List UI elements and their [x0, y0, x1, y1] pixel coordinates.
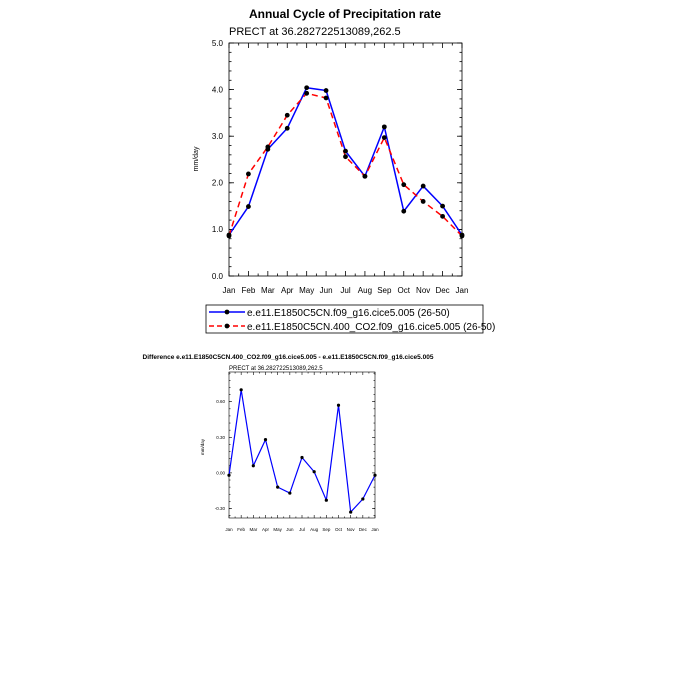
main-series-point-1 — [226, 233, 232, 239]
main-series-point-1 — [265, 144, 271, 150]
main-xtick-label: Sep — [377, 286, 392, 295]
main-xtick-label: Dec — [435, 286, 449, 295]
main-series-point-1 — [459, 233, 465, 239]
diff-series-line-0 — [228, 389, 376, 513]
diff-series-point-0 — [336, 403, 341, 407]
diff-series-point-0 — [361, 497, 365, 501]
diff-series-point-0 — [300, 455, 304, 460]
diff-ytick-label: 0.30 — [216, 435, 225, 440]
main-ytick-label: 0.0 — [212, 272, 224, 281]
main-series-line-0 — [228, 86, 463, 236]
diff-series-point-0 — [373, 473, 377, 477]
main-ytick-label: 3.0 — [212, 132, 224, 141]
main-series-line-1 — [228, 92, 463, 237]
diff-ytick-label: 0.00 — [216, 470, 225, 475]
diff-chart-subtitle: PRECT at 36.282722513089,262.5 — [229, 366, 323, 372]
legend-entry-red: e.e11.E1850C5CN.400_CO2.f09_g16.cice5.00… — [209, 322, 495, 333]
main-series-point-1 — [420, 199, 426, 204]
main-ytick-label: 5.0 — [212, 39, 224, 48]
main-ytick-label: 1.0 — [212, 225, 224, 234]
diff-chart-title: Difference e.e11.E1850C5CN.400_CO2.f09_g… — [143, 354, 434, 361]
diff-xtick-label: Feb — [237, 527, 245, 532]
legend-marker-red — [224, 323, 230, 329]
main-series-point-0 — [420, 183, 426, 189]
main-chart: Annual Cycle of Precipitation rate PRECT… — [193, 7, 495, 334]
diff-ytick-label: 0.60 — [216, 399, 225, 404]
main-xtick-label: Aug — [358, 286, 372, 295]
diff-xtick-label: Jan — [371, 527, 379, 532]
main-xtick-label: Jun — [320, 286, 333, 295]
main-xtick-label: Apr — [281, 286, 294, 295]
diff-chart-axes: Jan Feb Mar Apr May Jun Jul Aug Sep Oct Nov Dec Jan-… — [215, 371, 379, 532]
main-ytick-label: 4.0 — [212, 85, 224, 94]
diff-series-point-0 — [239, 388, 243, 392]
main-xtick-label: Feb — [242, 286, 256, 295]
main-series-point-1 — [343, 154, 348, 160]
main-series-point-1 — [362, 173, 368, 179]
diff-xtick-label: Nov — [347, 527, 356, 532]
diff-series-point-0 — [276, 485, 280, 489]
main-xtick-label: Oct — [398, 286, 411, 295]
diff-series-point-0 — [312, 470, 316, 474]
main-series-point-1 — [440, 213, 445, 219]
main-series-point-1 — [246, 171, 251, 177]
diff-series-point-0 — [227, 473, 231, 477]
diff-chart-series — [227, 388, 377, 514]
diff-xtick-label: Aug — [310, 527, 319, 532]
main-series-point-1 — [323, 95, 329, 101]
main-xtick-label: May — [299, 286, 314, 295]
main-xtick-label: Mar — [261, 286, 275, 295]
main-series-point-0 — [246, 204, 251, 209]
main-series-point-1 — [284, 112, 290, 118]
diff-series-point-0 — [288, 491, 292, 495]
legend-label-red: e.e11.E1850C5CN.400_CO2.f09_g16.cice5.00… — [247, 322, 495, 333]
main-series-point-1 — [381, 135, 387, 140]
main-series-point-0 — [401, 208, 407, 214]
diff-chart: Difference e.e11.E1850C5CN.400_CO2.f09_g… — [143, 354, 434, 532]
diff-series-point-0 — [263, 438, 268, 442]
main-series-point-0 — [304, 85, 310, 91]
diff-xtick-label: Mar — [249, 527, 257, 532]
legend-label-blue: e.e11.E1850C5CN.f09_g16.cice5.005 (26-50… — [247, 308, 450, 319]
diff-xtick-label: Jun — [286, 527, 294, 532]
main-series-point-0 — [343, 148, 348, 154]
main-xtick-label: Jul — [340, 286, 350, 295]
main-series-point-0 — [323, 88, 329, 93]
legend-box — [205, 304, 484, 334]
diff-xtick-label: Oct — [335, 527, 343, 532]
main-series-point-1 — [401, 182, 407, 188]
legend-marker-blue — [224, 309, 230, 315]
diff-series-point-0 — [324, 498, 328, 502]
main-xtick-label: Jan — [223, 286, 236, 295]
diff-plot-frame — [228, 371, 376, 519]
main-chart-axes: Jan Feb Mar Apr May Jun Jul Aug Sep Oct Nov Dec Jan 0… — [212, 39, 469, 295]
diff-xtick-label: Dec — [359, 527, 368, 532]
main-series-point-0 — [381, 124, 387, 130]
main-ytick-label: 2.0 — [212, 179, 224, 188]
legend-entry-blue: e.e11.E1850C5CN.f09_g16.cice5.005 (26-50… — [209, 308, 450, 319]
main-chart-ylabel: mm/day — [193, 146, 200, 171]
main-xtick-label: Nov — [416, 286, 430, 295]
diff-xtick-label: Apr — [262, 527, 270, 532]
main-chart-legend: e.e11.E1850C5CN.f09_g16.cice5.005 (26-50… — [205, 304, 495, 334]
diff-xtick-label: Jan — [225, 527, 233, 532]
main-chart-subtitle: PRECT at 36.282722513089,262.5 — [229, 26, 401, 38]
main-xtick-label: Jan — [456, 286, 469, 295]
diff-xtick-label: Jul — [299, 527, 305, 532]
main-chart-series — [226, 85, 465, 239]
main-series-point-1 — [304, 90, 310, 96]
diff-series-point-0 — [251, 464, 255, 468]
diff-series-point-0 — [349, 510, 353, 514]
diff-ytick-label: -0.30 — [215, 506, 226, 511]
diff-chart-ylabel: mm/day — [200, 438, 205, 455]
main-series-point-0 — [284, 125, 290, 131]
main-series-point-0 — [440, 203, 445, 209]
diff-xtick-label: Sep — [322, 527, 331, 532]
main-chart-title: Annual Cycle of Precipitation rate — [249, 7, 441, 21]
diff-xtick-label: May — [273, 527, 282, 532]
